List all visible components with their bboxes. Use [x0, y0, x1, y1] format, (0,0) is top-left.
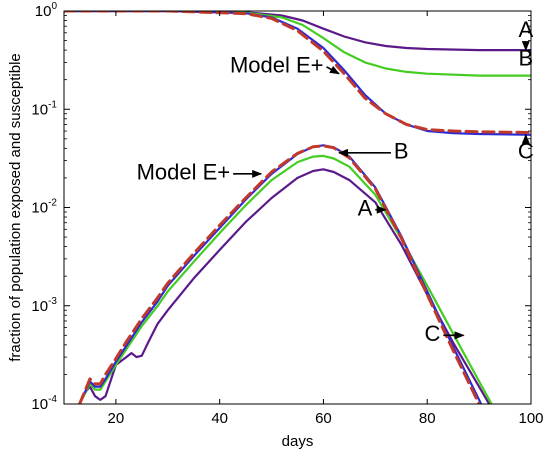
series-line-susceptible-model-e	[64, 11, 531, 134]
x-tick-label: 40	[211, 410, 228, 427]
annotation-arrow-model-e	[326, 65, 340, 75]
y-tick-label: 10-3	[31, 296, 57, 315]
axes: 20 40 60 80 100 10-4 10-3 10-2 10-1 100	[31, 1, 543, 427]
x-tick-label: 60	[315, 410, 332, 427]
y-tick-label: 10-2	[31, 198, 57, 217]
annotation-label-a: A	[518, 17, 533, 42]
series-line-exposed-a	[78, 168, 491, 404]
x-tick-label: 100	[518, 410, 543, 427]
annotation-label-c: C	[518, 139, 534, 164]
annotation-label-model-e: Model E+	[137, 160, 231, 185]
annotation-label-model-e: Model E+	[230, 53, 324, 78]
y-axis-title: fraction of population exposed and susce…	[7, 53, 24, 362]
series-line-exposed-model-e	[78, 144, 481, 404]
annotation-label-a: A	[358, 196, 373, 221]
annotation-label-b: B	[518, 45, 533, 70]
y-tick-label: 10-1	[31, 99, 57, 118]
x-axis-title: days	[282, 433, 314, 450]
annotation-label-b: B	[394, 139, 409, 164]
annotation-label-c: C	[424, 321, 440, 346]
plot-area	[64, 11, 531, 404]
y-tick-label: 100	[35, 1, 58, 20]
x-tick-label: 20	[108, 410, 125, 427]
series-line-exposed-c	[78, 144, 483, 404]
x-tick-label: 80	[419, 410, 436, 427]
y-tick-label: 10-4	[31, 394, 57, 413]
series-line-exposed-b	[78, 154, 493, 404]
